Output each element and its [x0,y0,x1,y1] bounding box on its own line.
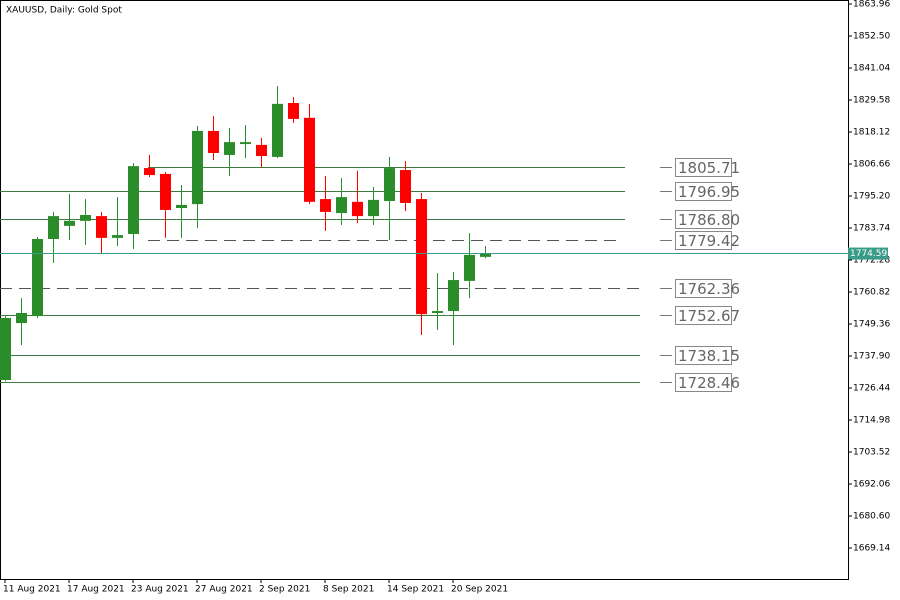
level-box [675,182,732,201]
candle-body [432,311,443,313]
candle-body [272,103,283,157]
candle-body [464,254,475,281]
level-label: 1805.71 [678,159,740,177]
x-tick-label: 11 Aug 2021 [3,585,61,595]
level-box [675,373,732,392]
candle-body [176,204,187,209]
x-tick-label: 23 Aug 2021 [131,585,189,595]
level-label: 1752.67 [678,307,740,325]
level-label: 1762.36 [678,280,740,298]
y-tick-label: 1726.44 [853,384,890,394]
level-box [675,346,732,365]
level-label: 1738.15 [678,347,740,365]
candle-body [224,142,235,155]
y-tick-label: 1692.06 [853,480,890,490]
y-tick-label: 1829.58 [853,95,890,105]
candle-body [480,252,491,257]
level-box [675,210,732,229]
candle-body [288,103,299,119]
candle-body [48,216,59,239]
candle-body [160,173,171,210]
candle-body [64,220,75,226]
candle-body [448,280,459,312]
y-tick-label: 1841.04 [853,63,890,73]
chart-title: XAUUSD, Daily: Gold Spot [6,6,122,16]
candle-body [352,201,363,217]
y-tick-label: 1863.96 [853,0,890,9]
last-price-box [848,247,888,260]
level-box [675,279,732,298]
y-tick-label: 1749.36 [853,319,890,329]
level-label: 1728.46 [678,374,740,392]
level-label: 1779.42 [678,232,740,250]
candle-body [384,168,395,202]
x-tick-label: 2 Sep 2021 [259,585,310,595]
x-tick-label: 27 Aug 2021 [195,585,253,595]
candle-body [192,130,203,205]
candle-body [368,199,379,217]
y-tick-label: 1714.98 [853,416,890,426]
candle-body [16,312,27,324]
level-label: 1786.80 [678,211,740,229]
candle-body [32,238,43,317]
candle-body [208,130,219,153]
x-tick-label: 14 Sep 2021 [387,585,444,595]
candle-body [80,214,91,221]
y-tick-label: 1669.14 [853,544,890,554]
x-tick-label: 17 Aug 2021 [67,585,125,595]
last-price-label: 1774.59 [850,249,887,259]
y-tick-label: 1795.20 [853,191,890,201]
candle-body [0,318,11,381]
level-box [675,231,732,250]
x-tick-label: 20 Sep 2021 [451,585,508,595]
x-tick-label: 8 Sep 2021 [323,585,374,595]
y-tick-label: 1680.60 [853,512,890,522]
y-tick-label: 1806.66 [853,159,890,169]
y-tick-label: 1772.28 [853,255,890,265]
candle-body [400,170,411,203]
candle-body [96,216,107,238]
level-box [675,158,732,177]
candle-body [144,168,155,176]
y-tick-label: 1737.90 [853,352,890,362]
level-box [675,306,732,325]
candle-body [416,199,427,315]
candle-body [336,197,347,214]
candle-body [128,166,139,234]
candle-body [112,235,123,238]
y-tick-label: 1783.74 [853,223,890,233]
y-tick-label: 1818.12 [853,127,890,137]
level-label: 1796.95 [678,183,740,201]
y-tick-label: 1852.50 [853,31,890,41]
candle-body [320,199,331,212]
candle-body [256,144,267,157]
y-tick-label: 1760.82 [853,287,890,297]
candle-body [240,142,251,145]
candle-body [304,117,315,202]
y-tick-label: 1703.52 [853,448,890,458]
